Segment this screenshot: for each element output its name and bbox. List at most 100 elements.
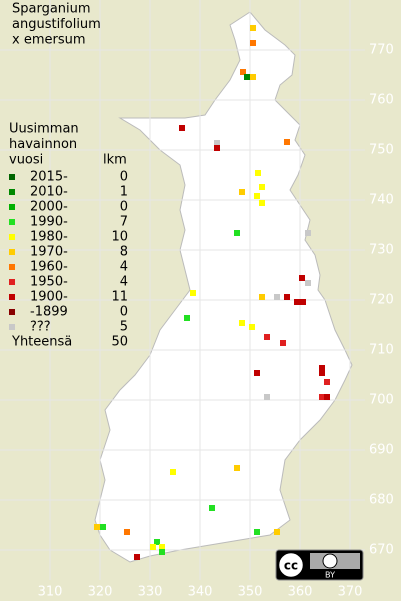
country-outline (94, 11, 353, 563)
legend-count: 4 (120, 260, 128, 275)
legend-swatch (9, 249, 15, 255)
y-tick-label: 710 (369, 343, 394, 358)
y-tick-label: 690 (369, 443, 394, 458)
title: Sparganium (12, 2, 91, 17)
occurrence (299, 275, 305, 281)
occurrence (190, 290, 196, 296)
occurrence (124, 529, 130, 535)
legend-label: 2000- (30, 200, 68, 215)
title: angustifolium (12, 17, 101, 32)
legend-label: 1900- (30, 290, 68, 305)
occurrence (254, 529, 260, 535)
cc-circle (276, 550, 306, 580)
occurrence (150, 544, 156, 550)
y-tick-label: 720 (369, 293, 394, 308)
license-badge: cc BY (275, 549, 364, 581)
occurrence (255, 170, 261, 176)
x-tick-label: 360 (288, 585, 313, 600)
occurrence (179, 125, 185, 131)
occurrence (300, 299, 306, 305)
legend-swatch (9, 264, 15, 270)
occurrence (259, 294, 265, 300)
legend-label: -1899 (30, 305, 68, 320)
occurrence (184, 315, 190, 321)
legend-swatch (9, 204, 15, 210)
occurrence (319, 370, 325, 376)
occurrence (259, 184, 265, 190)
occurrence (244, 74, 250, 80)
y-tick-label: 730 (369, 243, 394, 258)
occurrence (239, 189, 245, 195)
occurrence (305, 230, 311, 236)
occurrence (305, 280, 311, 286)
y-tick-label: 770 (369, 43, 394, 58)
legend-count: 0 (120, 200, 128, 215)
occurrence (274, 529, 280, 535)
occurrence (280, 340, 286, 346)
occurrence (250, 74, 256, 80)
legend-swatch (9, 234, 15, 240)
title: x emersum (12, 33, 86, 48)
legend-count: 4 (120, 275, 128, 290)
points (94, 25, 330, 560)
legend-header: havainnon (9, 137, 77, 152)
legend-header: vuosi (9, 153, 43, 168)
occurrence (159, 549, 165, 555)
occurrence (94, 524, 100, 530)
y-tick-label: 760 (369, 93, 394, 108)
occurrence (319, 365, 325, 371)
legend-label: 1970- (30, 245, 68, 260)
legend-count: 8 (120, 245, 128, 260)
by-icon (322, 553, 338, 569)
occurrence (324, 394, 330, 400)
occurrence (284, 294, 290, 300)
occurrence (170, 469, 176, 475)
occurrence (250, 25, 256, 31)
cc-text: cc (284, 559, 298, 573)
legend-label: 1990- (30, 215, 68, 230)
occurrence (214, 145, 220, 151)
legend-label: 1950- (30, 275, 68, 290)
legend-label: 1960- (30, 260, 68, 275)
occurrence (209, 505, 215, 511)
y-tick-label: 700 (369, 393, 394, 408)
legend-label: 2015- (30, 170, 68, 185)
occurrence (259, 200, 265, 206)
legend-swatch (9, 294, 15, 300)
total-count: 50 (111, 335, 128, 350)
occurrence (240, 69, 246, 75)
legend-count: 7 (120, 215, 128, 230)
occurrence (100, 524, 106, 530)
legend-count: 0 (120, 170, 128, 185)
occurrence (254, 370, 260, 376)
y-tick-label: 680 (369, 493, 394, 508)
inner-grid (0, 0, 365, 580)
occurrence (324, 379, 330, 385)
y-tick-label: 740 (369, 193, 394, 208)
occurrence (294, 299, 300, 305)
occurrence (250, 40, 256, 46)
x-tick-label: 370 (338, 585, 363, 600)
occurrence (264, 334, 270, 340)
legend-header: Uusimman (9, 122, 79, 137)
occurrence (239, 320, 245, 326)
x-tick-label: 350 (238, 585, 263, 600)
x-tick-label: 310 (38, 585, 63, 600)
count-header: lkm (103, 153, 127, 168)
occurrence (154, 539, 160, 545)
x-tick-label: 320 (88, 585, 113, 600)
legend-label: ??? (30, 320, 51, 335)
occurrence (159, 544, 165, 550)
x-tick-label: 340 (188, 585, 213, 600)
occurrence (284, 139, 290, 145)
occurrence (234, 465, 240, 471)
legend-label: 2010- (30, 185, 68, 200)
occurrence (249, 324, 255, 330)
occurrence (264, 394, 270, 400)
by-text: BY (325, 571, 335, 580)
y-tick-label: 750 (369, 143, 394, 158)
legend-swatch (9, 219, 15, 225)
legend-label: 1980- (30, 230, 68, 245)
